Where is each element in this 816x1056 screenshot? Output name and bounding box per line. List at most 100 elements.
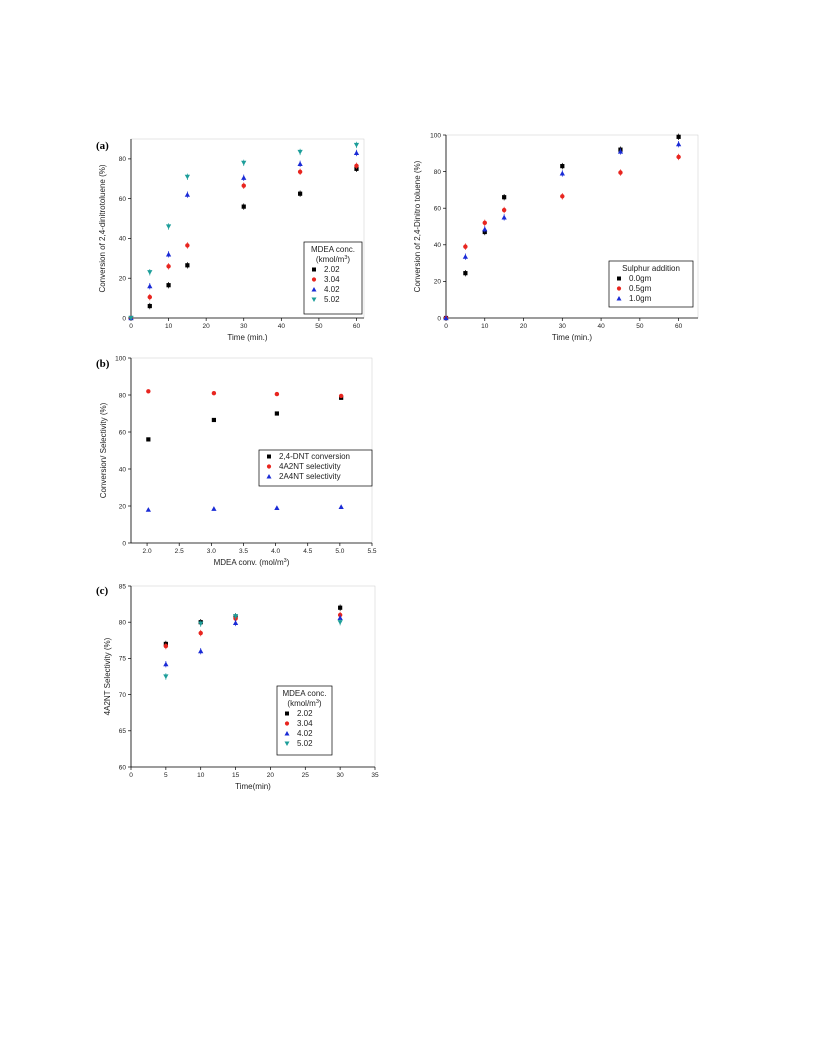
- x-tick-label: 30: [240, 323, 248, 330]
- data-point: [463, 244, 468, 249]
- series-4.02: [128, 149, 360, 321]
- legend-marker: [266, 474, 272, 479]
- series-4A2NT-selectivity: [146, 389, 344, 399]
- legend-marker: [284, 721, 290, 726]
- x-axis-label-sup: 3: [284, 558, 287, 564]
- data-point: [232, 614, 239, 620]
- data-point: [232, 620, 239, 626]
- data-point: [297, 169, 303, 175]
- x-axis-label: Time (min.): [552, 333, 592, 342]
- legend-subtitle-sup: 3: [344, 255, 347, 261]
- data-point: [166, 264, 171, 269]
- data-point: [241, 175, 247, 180]
- y-axis-label: 4A2NT Selectivity (%): [103, 637, 112, 715]
- data-point: [482, 226, 488, 232]
- series-2-4-DNT-conversion: [146, 395, 344, 442]
- legend-title: Sulphur addition: [622, 264, 680, 273]
- data-point: [559, 170, 565, 176]
- legend-marker: [266, 464, 272, 469]
- data-point: [241, 160, 247, 166]
- y-axis-label: Conversion/ Selectivity (%): [99, 402, 108, 498]
- data-point: [501, 214, 507, 220]
- y-tick-label: 60: [119, 196, 127, 203]
- x-tick-label: 15: [232, 772, 240, 779]
- x-tick-label: 5.5: [367, 548, 376, 555]
- x-tick-label: 10: [165, 323, 173, 330]
- legend-title: MDEA conc.: [311, 245, 355, 254]
- data-point: [443, 315, 449, 321]
- data-point: [338, 605, 343, 610]
- y-tick-label: 80: [119, 620, 127, 627]
- y-tick-label: 100: [430, 132, 441, 139]
- y-tick-label: 100: [115, 355, 126, 362]
- data-point: [338, 504, 344, 510]
- data-point: [184, 192, 190, 197]
- data-point: [166, 283, 171, 288]
- data-point: [337, 620, 343, 625]
- data-point: [297, 149, 303, 155]
- data-point: [297, 161, 303, 166]
- legend: MDEA conc.(kmol/m3)2.023.044.025.02: [303, 241, 363, 315]
- data-point: [147, 294, 152, 300]
- series-2.02: [163, 604, 343, 648]
- x-tick-label: 5.0: [335, 548, 344, 555]
- data-point: [675, 141, 682, 147]
- data-point: [163, 643, 169, 649]
- legend-entry: 3.04: [324, 275, 340, 284]
- y-tick-label: 0: [437, 315, 441, 322]
- x-tick-label: 50: [636, 323, 644, 330]
- y-tick-label: 40: [119, 466, 127, 473]
- legend-marker: [284, 731, 290, 736]
- legend-marker: [311, 287, 317, 292]
- legend-entry: 4.02: [324, 285, 340, 294]
- legend-marker: [616, 286, 622, 291]
- data-point: [337, 615, 343, 620]
- y-tick-label: 65: [119, 728, 127, 735]
- panel-label: (c): [96, 585, 109, 597]
- data-point: [482, 220, 487, 226]
- legend-marker: [617, 276, 621, 281]
- x-tick-label: 60: [353, 323, 361, 330]
- series-5.02: [163, 613, 343, 680]
- data-point: [147, 283, 153, 289]
- x-tick-label: 20: [267, 772, 275, 779]
- data-point: [274, 411, 279, 416]
- x-tick-label: 10: [197, 772, 205, 779]
- y-tick-label: 85: [119, 583, 127, 590]
- data-point: [185, 263, 190, 268]
- legend-entry: 2.02: [297, 709, 313, 718]
- data-point: [353, 142, 360, 148]
- data-point: [241, 183, 246, 188]
- legend-entry: 5.02: [297, 739, 313, 748]
- data-point: [163, 674, 169, 680]
- y-axis-label: Conversion of 2,4-dinitrotoluene (%): [98, 164, 107, 292]
- legend-subtitle-main: (kmol/m: [287, 699, 316, 708]
- y-tick-label: 60: [119, 764, 127, 771]
- data-point: [274, 505, 280, 510]
- y-tick-label: 70: [119, 692, 127, 699]
- x-tick-label: 30: [337, 772, 345, 779]
- x-tick-label: 0: [444, 323, 448, 330]
- x-tick-label: 35: [371, 772, 379, 779]
- data-point: [184, 174, 190, 180]
- legend-marker: [616, 296, 622, 301]
- legend-subtitle-main: (kmol/m: [316, 255, 345, 264]
- data-point: [211, 417, 217, 423]
- chart-a2: 0 10 20 30 40 50 60 0 20 40 60 80 100 Time (min.) Conv…: [413, 132, 699, 342]
- legend-entry: 1.0gm: [629, 294, 652, 303]
- y-tick-label: 60: [119, 429, 127, 436]
- data-point: [502, 195, 507, 200]
- legend-entry: 4.02: [297, 729, 313, 738]
- data-point: [211, 506, 217, 511]
- legend-marker: [311, 297, 317, 302]
- data-point: [165, 224, 172, 230]
- series-5.02: [128, 141, 360, 321]
- legend-entry: 0.5gm: [629, 284, 652, 293]
- y-axis-label: Conversion of 2,4-Dinitro toluene (%): [413, 160, 422, 292]
- data-point: [560, 164, 565, 169]
- data-point: [676, 134, 681, 139]
- legend-entry: 3.04: [297, 719, 313, 728]
- x-tick-label: 4.0: [271, 548, 280, 555]
- data-point: [147, 303, 152, 309]
